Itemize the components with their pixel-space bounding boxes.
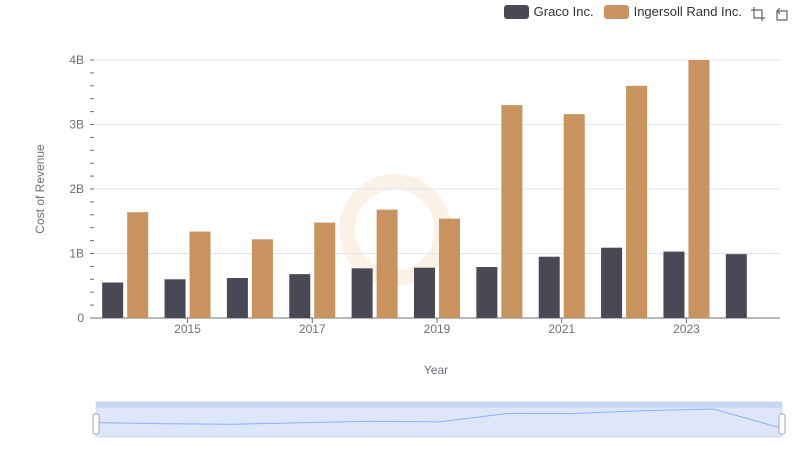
- bar-graco-2016: [226, 278, 248, 318]
- bar-graco-2017: [289, 274, 311, 318]
- bar-ingersoll-2019: [439, 218, 460, 318]
- zoom-handle-left[interactable]: [92, 413, 100, 435]
- legend: Graco Inc. Ingersoll Rand Inc.: [503, 4, 742, 19]
- bar-ingersoll-2021: [563, 114, 585, 319]
- zoom-handle-right[interactable]: [778, 413, 786, 435]
- y-tick-label: 3B: [69, 118, 84, 132]
- bar-ingersoll-2022: [626, 85, 648, 318]
- y-tick-label: 4B: [69, 53, 84, 67]
- bar-ingersoll-2018: [376, 209, 398, 318]
- legend-swatch-ingersoll: [603, 4, 629, 19]
- legend-item-graco[interactable]: Graco Inc.: [503, 4, 594, 19]
- bar-graco-2022: [601, 247, 623, 318]
- bar-graco-2021: [538, 256, 560, 318]
- x-tick-label: 2019: [424, 322, 451, 336]
- bar-ingersoll-2017: [314, 222, 336, 318]
- zoom-icon[interactable]: [750, 6, 766, 22]
- zoom-slider-selection: [96, 408, 782, 437]
- bar-ingersoll-2014: [127, 212, 149, 318]
- bar-graco-2024: [725, 254, 747, 318]
- y-tick-label: 1B: [69, 247, 84, 261]
- x-tick-label: 2015: [174, 322, 201, 336]
- bar-ingersoll-2015: [189, 231, 211, 318]
- x-tick-label: 2017: [299, 322, 326, 336]
- legend-label-graco: Graco Inc.: [533, 4, 594, 19]
- zoom-slider-top-bar: [96, 402, 782, 408]
- bar-ingersoll-2023: [688, 60, 710, 318]
- zoom-slider-preview-line: [95, 408, 783, 429]
- y-tick-label: 0: [77, 311, 84, 325]
- legend-item-ingersoll[interactable]: Ingersoll Rand Inc.: [603, 4, 742, 19]
- x-tick-label: 2021: [548, 322, 575, 336]
- y-axis-title: Cost of Revenue: [33, 144, 47, 234]
- x-tick-label: 2023: [673, 322, 700, 336]
- legend-label-ingersoll: Ingersoll Rand Inc.: [633, 4, 742, 19]
- bar-ingersoll-2020: [501, 105, 523, 319]
- bar-ingersoll-2016: [251, 239, 273, 318]
- bar-graco-2015: [164, 279, 186, 318]
- bar-graco-2018: [351, 268, 373, 318]
- x-axis-title: Year: [424, 363, 448, 377]
- restore-icon[interactable]: [774, 6, 790, 22]
- bar-graco-2020: [476, 267, 498, 318]
- bar-graco-2019: [414, 267, 435, 318]
- bar-graco-2014: [102, 282, 124, 318]
- y-tick-label: 2B: [69, 182, 84, 196]
- legend-swatch-graco: [503, 4, 529, 19]
- toolbox: [750, 6, 790, 22]
- bar-graco-2023: [663, 251, 685, 318]
